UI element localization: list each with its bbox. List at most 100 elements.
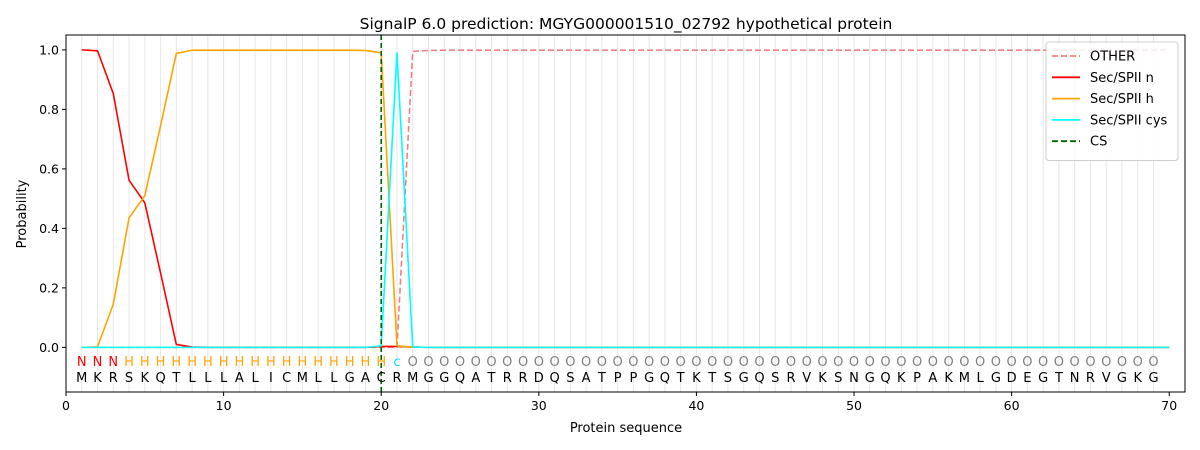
legend-label: Sec/SPII n — [1090, 71, 1154, 86]
residue-letter: D — [534, 371, 544, 386]
y-tick-label: 0.8 — [39, 102, 59, 117]
residue-letter: L — [220, 371, 228, 386]
residue-letter: Q — [455, 371, 465, 386]
predicted-label: O — [534, 355, 544, 370]
predicted-label: O — [691, 355, 701, 370]
residue-letter: L — [252, 371, 260, 386]
residue-letter: K — [141, 371, 150, 386]
predicted-label: O — [408, 355, 418, 370]
predicted-label: O — [1133, 355, 1143, 370]
residue-letter: M — [297, 371, 308, 386]
predicted-label: H — [266, 355, 276, 370]
residue-letter: A — [582, 371, 591, 386]
predicted-label: O — [1085, 355, 1095, 370]
legend-label: CS — [1090, 135, 1107, 150]
residue-letter: L — [330, 371, 338, 386]
residue-letter: G — [739, 371, 749, 386]
residue-letter: Q — [660, 371, 670, 386]
predicted-label: O — [471, 355, 481, 370]
predicted-label: N — [108, 355, 118, 370]
predicted-label: H — [140, 355, 150, 370]
residue-letter: G — [865, 371, 875, 386]
predicted-label: O — [975, 355, 985, 370]
residue-letter: R — [392, 371, 401, 386]
residue-letter: S — [566, 371, 574, 386]
residue-letter: G — [345, 371, 355, 386]
predicted-label: O — [754, 355, 764, 370]
plot-frame — [65, 34, 1186, 393]
residue-letter: P — [913, 371, 921, 386]
predicted-label: O — [991, 355, 1001, 370]
x-tick-label: 70 — [1161, 398, 1177, 413]
predicted-label: N — [93, 355, 103, 370]
predicted-label: O — [581, 355, 591, 370]
legend-box — [1045, 41, 1179, 161]
residue-letter: P — [614, 371, 622, 386]
predicted-label: H — [124, 355, 134, 370]
residue-letter: M — [959, 371, 970, 386]
residue-letter: V — [802, 371, 811, 386]
residue-letter: P — [629, 371, 637, 386]
residue-letter: K — [93, 371, 102, 386]
x-tick-label: 60 — [1004, 398, 1020, 413]
x-tick-label: 30 — [531, 398, 547, 413]
predicted-label: O — [896, 355, 906, 370]
residue-letter: Q — [155, 371, 165, 386]
predicted-label: H — [298, 355, 308, 370]
residue-letter: E — [1023, 371, 1031, 386]
legend-label: Sec/SPII h — [1090, 92, 1154, 107]
x-tick-label: 10 — [216, 398, 232, 413]
residue-letter: S — [834, 371, 842, 386]
residue-letter: R — [786, 371, 795, 386]
residue-letter: G — [439, 371, 449, 386]
residue-letter: Q — [754, 371, 764, 386]
x-tick-label: 0 — [62, 398, 70, 413]
y-axis-title: Probability — [15, 179, 30, 248]
residue-letter: L — [188, 371, 196, 386]
predicted-label: O — [1022, 355, 1032, 370]
residue-letter: G — [1038, 371, 1048, 386]
x-tick-label: 50 — [846, 398, 862, 413]
residue-letter: S — [771, 371, 779, 386]
legend-label: OTHER — [1090, 50, 1135, 65]
residue-letter: R — [519, 371, 528, 386]
residue-letter: G — [423, 371, 433, 386]
predicted-label: N — [77, 355, 87, 370]
residue-letter: T — [597, 371, 606, 386]
residue-letter: A — [235, 371, 244, 386]
series-sec-spii-h — [81, 49, 1170, 349]
residue-letter: T — [1054, 371, 1063, 386]
predicted-label: O — [959, 355, 969, 370]
residue-letter: K — [897, 371, 906, 386]
predicted-label: O — [802, 355, 812, 370]
y-tick-label: 0.2 — [39, 280, 59, 295]
predicted-label: O — [880, 355, 890, 370]
residue-letter: G — [991, 371, 1001, 386]
residue-letter: I — [269, 371, 273, 386]
predicted-label: O — [849, 355, 859, 370]
predicted-label: H — [329, 355, 339, 370]
residue-letter: L — [204, 371, 212, 386]
x-tick-label: 40 — [688, 398, 704, 413]
residue-labels: NMNKNRHSHKHQHTHLHLHLHAHLHIHCHMHLHLHGHAHC… — [76, 355, 1158, 386]
residue-letter: G — [1148, 371, 1158, 386]
predicted-label: O — [455, 355, 465, 370]
predicted-label: O — [786, 355, 796, 370]
predicted-label: O — [1038, 355, 1048, 370]
predicted-label: H — [361, 355, 371, 370]
predicted-label: O — [817, 355, 827, 370]
series-layer — [81, 35, 1170, 392]
predicted-label: O — [597, 355, 607, 370]
predicted-label: O — [739, 355, 749, 370]
residue-letter: R — [503, 371, 512, 386]
predicted-label: O — [1117, 355, 1127, 370]
residue-letter: N — [1070, 371, 1080, 386]
predicted-label: O — [486, 355, 496, 370]
residue-letter: T — [676, 371, 685, 386]
residue-letter: T — [707, 371, 716, 386]
residue-letter: Q — [549, 371, 559, 386]
predicted-label: O — [1148, 355, 1158, 370]
residue-letter: T — [171, 371, 180, 386]
y-tick-label: 0.6 — [39, 161, 59, 176]
series-other — [81, 49, 1170, 349]
